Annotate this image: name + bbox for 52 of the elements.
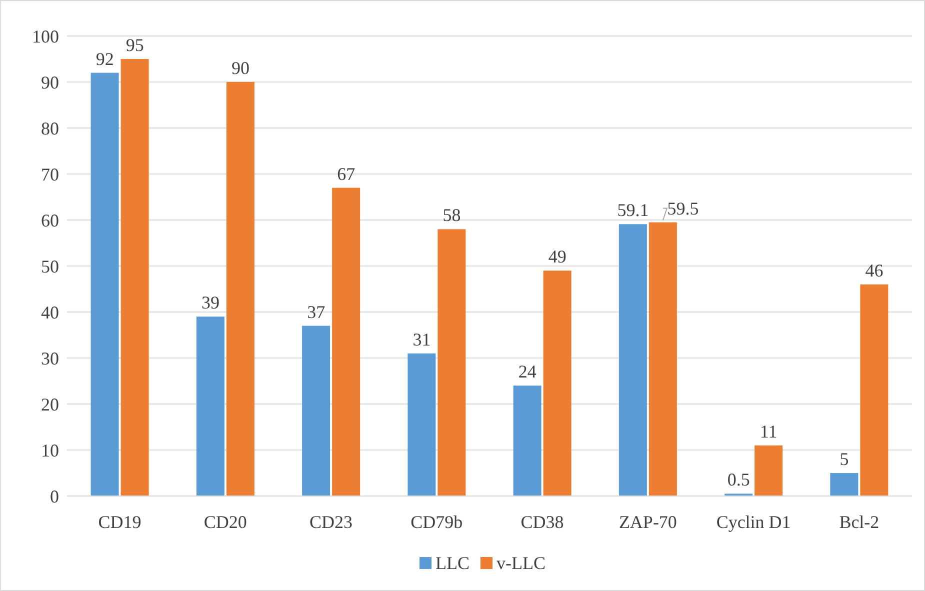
y-tick-label: 90 bbox=[41, 72, 59, 92]
y-tick-label: 60 bbox=[41, 210, 59, 230]
legend-label: v-LLC bbox=[496, 553, 546, 573]
x-tick-label: CD20 bbox=[204, 512, 247, 532]
bar bbox=[196, 316, 224, 496]
y-tick-label: 40 bbox=[41, 302, 59, 322]
bar bbox=[408, 353, 436, 496]
bar bbox=[302, 326, 330, 496]
y-tick-label: 10 bbox=[41, 440, 59, 460]
bar bbox=[332, 188, 360, 496]
y-tick-label: 0 bbox=[50, 486, 59, 506]
data-label: 59.1 bbox=[617, 200, 649, 220]
x-tick-label: CD19 bbox=[98, 512, 142, 532]
data-label: 49 bbox=[548, 246, 566, 267]
bar bbox=[438, 229, 466, 496]
data-label: 95 bbox=[126, 35, 144, 55]
bar bbox=[618, 224, 647, 496]
data-label: 5 bbox=[840, 449, 849, 469]
bar bbox=[226, 82, 254, 496]
x-tick-label: CD23 bbox=[310, 512, 353, 532]
bar bbox=[90, 72, 119, 496]
data-label: 92 bbox=[96, 48, 114, 69]
legend-label: LLC bbox=[436, 553, 470, 573]
data-label: 31 bbox=[412, 329, 431, 350]
bar bbox=[543, 270, 572, 496]
data-label: 67 bbox=[337, 164, 356, 184]
y-tick-label: 100 bbox=[32, 26, 59, 46]
bar bbox=[120, 59, 149, 496]
y-tick-label: 20 bbox=[41, 394, 59, 414]
bar bbox=[513, 386, 542, 496]
data-label: 58 bbox=[442, 205, 461, 226]
data-label: 24 bbox=[518, 362, 536, 382]
bar bbox=[830, 473, 858, 496]
y-tick-label: 80 bbox=[41, 118, 59, 138]
x-tick-label: CD38 bbox=[520, 512, 564, 532]
data-label: 46 bbox=[865, 260, 884, 280]
y-tick-label: 50 bbox=[41, 256, 59, 276]
x-tick-label: ZAP-70 bbox=[618, 512, 677, 532]
bar bbox=[754, 445, 783, 496]
data-label: 39 bbox=[201, 292, 220, 313]
x-tick-label: Bcl-2 bbox=[839, 512, 880, 532]
bar bbox=[860, 284, 888, 496]
data-label: 59.5 bbox=[667, 198, 699, 218]
bar bbox=[648, 222, 677, 496]
y-tick-label: 70 bbox=[41, 164, 59, 184]
data-label: 11 bbox=[760, 421, 778, 442]
x-tick-label: Cyclin D1 bbox=[716, 512, 791, 532]
data-label: 90 bbox=[231, 58, 250, 78]
data-label: 37 bbox=[307, 302, 326, 322]
y-tick-label: 30 bbox=[41, 348, 59, 368]
data-label: 0.5 bbox=[727, 470, 750, 490]
x-tick-label: CD79b bbox=[410, 512, 463, 532]
